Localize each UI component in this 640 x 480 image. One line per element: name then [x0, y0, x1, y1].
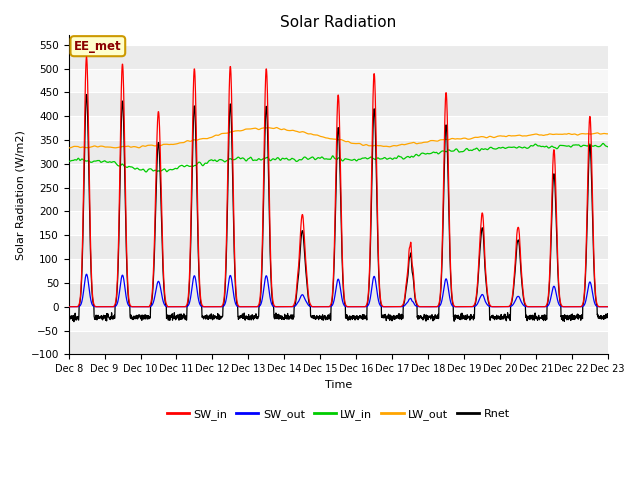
Y-axis label: Solar Radiation (W/m2): Solar Radiation (W/m2) — [15, 130, 25, 260]
Bar — [68, 212, 608, 235]
Bar — [68, 45, 608, 69]
X-axis label: Time: Time — [324, 380, 352, 390]
Bar — [68, 283, 608, 307]
Title: Solar Radiation: Solar Radiation — [280, 15, 396, 30]
Bar — [68, 188, 608, 212]
Bar — [68, 69, 608, 93]
Bar — [68, 140, 608, 164]
Text: EE_met: EE_met — [74, 40, 122, 53]
Bar — [68, 235, 608, 259]
Bar — [68, 331, 608, 354]
Legend: SW_in, SW_out, LW_in, LW_out, Rnet: SW_in, SW_out, LW_in, LW_out, Rnet — [162, 405, 515, 424]
Bar — [68, 259, 608, 283]
Bar — [68, 307, 608, 331]
Bar — [68, 164, 608, 188]
Bar — [68, 93, 608, 116]
Bar — [68, 116, 608, 140]
